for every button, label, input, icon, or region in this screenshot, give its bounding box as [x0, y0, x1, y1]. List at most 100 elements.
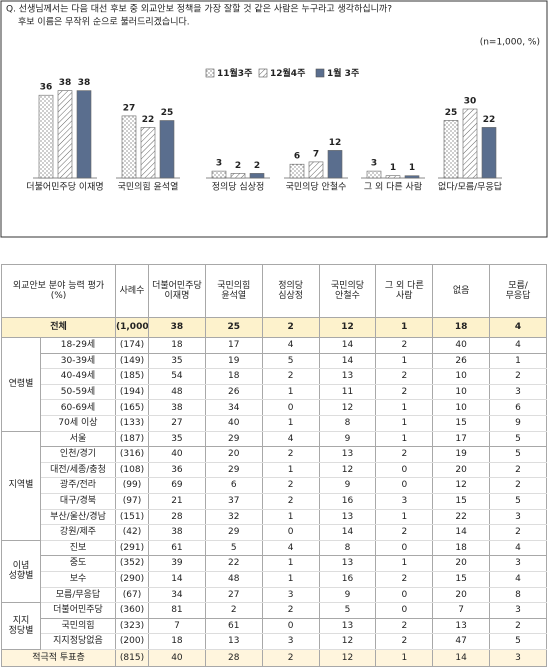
- legend-swatch: [205, 68, 215, 78]
- table-cell: 2: [489, 524, 547, 541]
- x-tick-label: 국민의당 안철수: [286, 182, 347, 193]
- table-cell: 27: [204, 586, 263, 604]
- table-cell: 2: [375, 524, 434, 541]
- bar: [385, 175, 401, 179]
- table-cell: 0: [375, 461, 434, 479]
- table-row: 30-39세 (149) 35 19 5 14 1 26 1: [2, 352, 547, 370]
- table-cell: 3: [489, 555, 547, 572]
- value-label: 7: [313, 149, 319, 159]
- case-count: (360): [115, 602, 150, 619]
- row-label: 지지정당없음: [39, 633, 117, 650]
- x-tick-label: 더불어민주당 이재명: [26, 182, 103, 193]
- table-row: 국민의힘 (323) 7 61 0 13 2 13 2: [2, 617, 547, 635]
- table-cell: 6: [489, 399, 547, 416]
- case-count: (187): [115, 430, 150, 448]
- bar: [462, 108, 478, 179]
- table-cell: 12: [318, 648, 377, 667]
- table-row: 지지정당없음 (200) 18 13 3 12 2 47 5: [2, 633, 547, 650]
- row-label: 인천/경기: [39, 446, 117, 463]
- row-label: 더불어민주당: [39, 602, 117, 619]
- table-cell: 28: [148, 508, 206, 526]
- table-cell: 17: [432, 430, 491, 448]
- row-label: 진보: [39, 539, 117, 557]
- table-cell: 14: [318, 524, 377, 541]
- table-cell: 5: [204, 539, 263, 557]
- table-cell: 8: [318, 414, 377, 432]
- group-label: 지지 정당별: [1, 602, 41, 650]
- table-cell: 48: [148, 383, 206, 401]
- table-cell: 3: [261, 586, 320, 604]
- case-count: (352): [115, 555, 150, 572]
- row-label: 18-29세: [39, 337, 117, 354]
- case-count: (815): [115, 648, 150, 667]
- table-cell: 1: [261, 383, 320, 401]
- table-cell: 13: [318, 555, 377, 572]
- table-cell: 4: [489, 539, 547, 557]
- table-cell: 13: [318, 617, 377, 635]
- table-row: 강원/제주 (42) 38 29 0 14 2 14 2: [2, 524, 547, 541]
- chart-title: Q. 선생님께서는 다음 대선 후보 중 외교안보 정책을 가장 잘할 것 같은…: [6, 3, 392, 15]
- table-cell: 32: [204, 508, 263, 526]
- table-cell: 1: [261, 414, 320, 432]
- table-cell: 26: [432, 352, 491, 370]
- table-cell: 14: [148, 570, 206, 588]
- value-label: 1: [390, 163, 396, 173]
- table-cell: 1: [261, 555, 320, 572]
- table-cell: 13: [318, 368, 377, 385]
- table-cell: 13: [204, 633, 263, 650]
- table-cell: 40: [204, 414, 263, 432]
- table-cell: 19: [432, 446, 491, 463]
- group-label: 이념 성향별: [1, 539, 41, 604]
- legend-label: 12월4주: [270, 67, 305, 79]
- row-label: 중도: [39, 555, 117, 572]
- row-label: 전체: [0, 317, 117, 338]
- table-cell: 14: [318, 352, 377, 370]
- table-cell: 38: [148, 399, 206, 416]
- table-cell: 4: [261, 539, 320, 557]
- table-cell: 61: [204, 617, 263, 635]
- table-cell: 15: [432, 492, 491, 510]
- table-cell: 48: [204, 570, 263, 588]
- table-cell: 2: [261, 368, 320, 385]
- case-count: (108): [115, 461, 150, 479]
- table-cell: 2: [375, 337, 434, 354]
- bar: [140, 127, 156, 179]
- table-cell: 12: [318, 399, 377, 416]
- table-cell: 10: [432, 383, 491, 401]
- table-cell: 3: [489, 648, 547, 667]
- bar: [308, 161, 324, 179]
- value-label: 1: [409, 163, 415, 173]
- table-cell: 15: [432, 414, 491, 432]
- bar: [366, 170, 382, 179]
- table-cell: 26: [204, 383, 263, 401]
- table-cell: 4: [261, 337, 320, 354]
- table-cell: 0: [261, 617, 320, 635]
- value-label: 25: [161, 108, 174, 118]
- value-label: 12: [329, 138, 342, 148]
- case-count: (290): [115, 570, 150, 588]
- table-cell: 1: [489, 352, 547, 370]
- header-cell: 국민의당 안철수: [318, 264, 377, 318]
- table-cell: 2: [375, 633, 434, 650]
- bar: [38, 94, 54, 179]
- table-cell: 3: [261, 633, 320, 650]
- table-cell: 0: [261, 524, 320, 541]
- table-cell: 29: [204, 430, 263, 448]
- table-cell: 13: [432, 617, 491, 635]
- legend-swatch: [258, 68, 268, 78]
- data-table: 외교안보 분야 능력 평가 (%) 사례수 더불어민주당 이재명 국민의힘 윤석열 정의…: [0, 264, 547, 667]
- table-cell: 61: [148, 539, 206, 557]
- table-cell: 38: [148, 317, 206, 338]
- value-label: 22: [483, 115, 496, 125]
- table-row: 40-49세 (185) 54 18 2 13 2 10 2: [2, 368, 547, 385]
- table-row: 부산/울산/경남 (151) 28 32 1 13 1 22 3: [2, 508, 547, 526]
- case-count: (291): [115, 539, 150, 557]
- row-label: 40-49세: [39, 368, 117, 385]
- table-cell: 1: [261, 508, 320, 526]
- chart-note: (n=1,000, %): [480, 38, 540, 48]
- value-label: 30: [464, 97, 477, 107]
- table-cell: 2: [375, 446, 434, 463]
- table-row: 인천/경기 (316) 40 20 2 13 2 19 5: [2, 446, 547, 463]
